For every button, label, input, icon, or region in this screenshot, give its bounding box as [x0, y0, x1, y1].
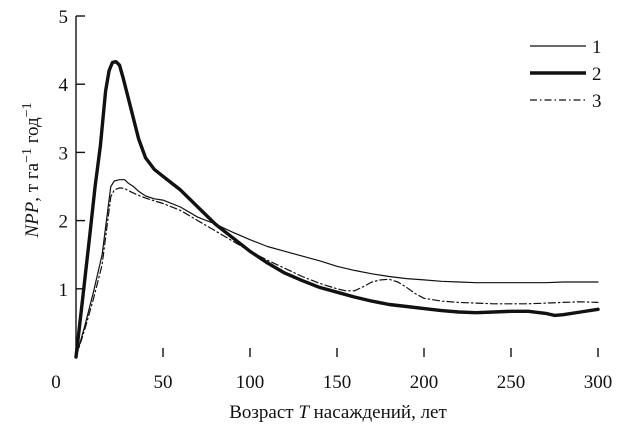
x-tick-label: 300: [584, 372, 613, 393]
x-tick-label: 50: [154, 372, 173, 393]
y-ticks: 1 2 3 4 5: [59, 7, 85, 301]
series-lines: [74, 60, 600, 359]
y-tick-label: 1: [59, 280, 69, 301]
y-tick-label: 4: [59, 75, 69, 96]
x-axis-title: Возраст T насаждений, лет: [229, 402, 447, 423]
x-tick-label: 250: [497, 372, 526, 393]
y-tick-label: 5: [59, 7, 69, 28]
y-axis-title: NPP, т га−1 год−1: [20, 102, 44, 238]
y-tick-label: 2: [59, 212, 69, 233]
x-tick-label: 150: [323, 372, 352, 393]
x-tick-label: 200: [410, 372, 439, 393]
x-tick-label: 100: [236, 372, 265, 393]
legend-label-2: 2: [592, 64, 602, 85]
y-tick-label: 3: [59, 143, 69, 164]
series-line-3: [75, 187, 599, 358]
series-line-1: [75, 179, 599, 358]
legend: 1 2 3: [530, 37, 602, 112]
series-line-2: [74, 60, 600, 359]
x-ticks: 0 50 100 150 200 250 300: [51, 348, 612, 393]
legend-label-1: 1: [592, 37, 602, 58]
x-tick-label: 0: [51, 372, 61, 393]
legend-label-3: 3: [592, 91, 602, 112]
